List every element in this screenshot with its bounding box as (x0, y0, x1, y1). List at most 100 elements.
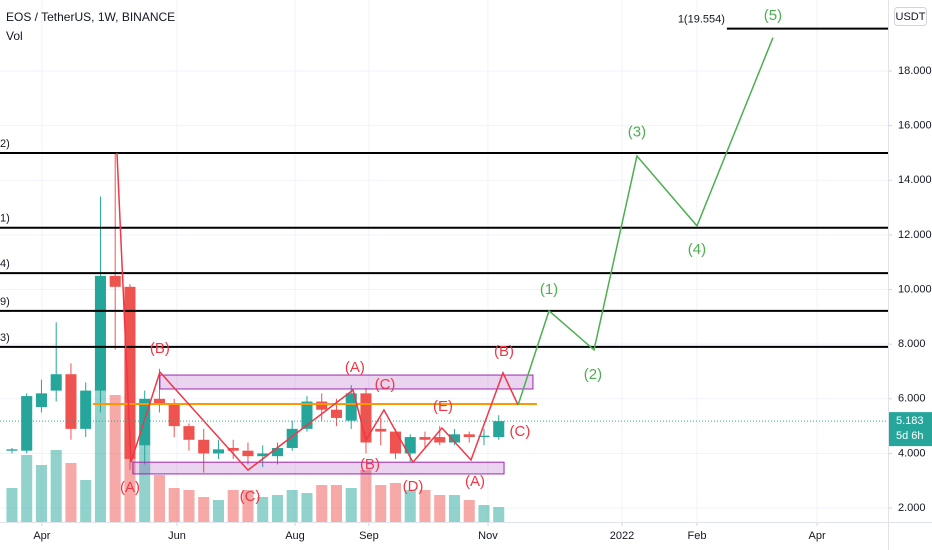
candle-body (124, 286, 136, 459)
volume-bar (360, 470, 372, 522)
chart-subtitle: Vol (6, 29, 23, 43)
candle-body (271, 447, 283, 457)
wave-label: (4) (688, 241, 706, 258)
x-tick-label: Sep (359, 530, 379, 542)
candle-body (212, 449, 224, 454)
candle-body (478, 435, 490, 438)
wave-label: (A) (345, 359, 365, 376)
candle-body (183, 426, 195, 440)
wave-label: (D) (403, 478, 424, 495)
volume-bar (109, 395, 121, 522)
marks (6, 152, 505, 522)
volume-bar (463, 500, 475, 522)
y-tick-label: 2.000 (898, 502, 926, 514)
wave-label: (5) (764, 7, 782, 24)
y-tick-label: 10.000 (898, 283, 932, 295)
volume-bar (448, 495, 461, 522)
volume-bar (80, 480, 92, 522)
last-price-countdown: 5d 6h (896, 430, 924, 442)
x-tick-label: Feb (687, 530, 706, 542)
candle-body (360, 393, 372, 443)
volume-bar (301, 493, 313, 522)
fib-label: 2) (0, 138, 10, 150)
candle-body (109, 275, 121, 287)
chart-title: EOS / TetherUS, 1W, BINANCE (6, 10, 175, 24)
volume-bar (478, 505, 490, 522)
volume-bar (316, 485, 328, 522)
wave-label: (C) (375, 376, 396, 393)
volume-bar (94, 388, 106, 522)
fib-label: 4) (0, 258, 10, 270)
candle-body (198, 439, 210, 454)
x-tick-label: Aug (285, 530, 305, 542)
candle-body (316, 401, 328, 410)
wave-label: (E) (433, 398, 453, 415)
candle-body (80, 390, 92, 429)
x-tick-label: Jun (168, 530, 186, 542)
wave-label: (B) (494, 343, 514, 360)
volume-bar (183, 490, 195, 522)
volume-bar (50, 450, 62, 522)
wave-label: (C) (240, 488, 261, 505)
volume-bar (434, 495, 446, 522)
volume-bar (419, 490, 431, 522)
volume-bar (65, 463, 77, 522)
volume-bar (212, 500, 224, 522)
candle-body (21, 396, 33, 451)
volume-bar (257, 497, 269, 522)
volume-bar (153, 475, 165, 522)
wave-label: (3) (628, 124, 646, 141)
fib-label: 1(19.554) (678, 13, 725, 25)
fib-label: 3) (0, 332, 10, 344)
candle-body (139, 398, 151, 446)
candle-body (257, 453, 269, 457)
candle-body (35, 393, 47, 408)
last-price-label: 5.183 (896, 415, 924, 427)
candle-body (493, 421, 505, 438)
x-tick-label: Apr (808, 530, 825, 542)
volume-bar (404, 490, 416, 522)
last-price-box (889, 412, 932, 447)
candle-body (50, 374, 62, 391)
candle-body (345, 393, 357, 421)
y-tick-label: 8.000 (898, 338, 926, 350)
wave-line (116, 152, 519, 472)
volume-bar (6, 488, 18, 522)
y-tick-label: 14.000 (898, 174, 932, 186)
wave-label: (2) (584, 366, 602, 383)
candle-body (330, 409, 342, 418)
currency-label: USDT (896, 11, 926, 23)
wave-label: (A) (465, 473, 485, 490)
candle-body (301, 401, 313, 429)
y-tick-label: 16.000 (898, 120, 932, 132)
volume-bar (345, 488, 357, 522)
wave-label: (B) (360, 456, 380, 473)
fib-label: 1) (0, 213, 10, 225)
volume-bar (389, 483, 402, 522)
y-tick-label: 12.000 (898, 229, 932, 241)
volume-bar (493, 507, 505, 522)
candle-body (242, 450, 254, 457)
wave-label: (A) (120, 479, 140, 496)
candle-body (375, 428, 387, 432)
candle-body (389, 431, 402, 454)
candle-body (168, 404, 180, 427)
x-tick-label: 2022 (610, 530, 634, 542)
volume-bar (168, 488, 180, 522)
candle-body (94, 275, 106, 391)
y-tick-label: 6.000 (898, 393, 926, 405)
wave-line (517, 37, 774, 406)
volume-bar (271, 495, 283, 522)
candle-body (227, 447, 239, 451)
candle-body (419, 437, 431, 440)
candle-body (463, 434, 475, 438)
zone (159, 374, 534, 390)
x-tick-label: Apr (33, 530, 50, 542)
volume-bar (198, 497, 210, 522)
y-tick-label: 18.000 (898, 65, 932, 77)
volume-bar (286, 490, 298, 522)
currency-box[interactable] (894, 7, 927, 26)
